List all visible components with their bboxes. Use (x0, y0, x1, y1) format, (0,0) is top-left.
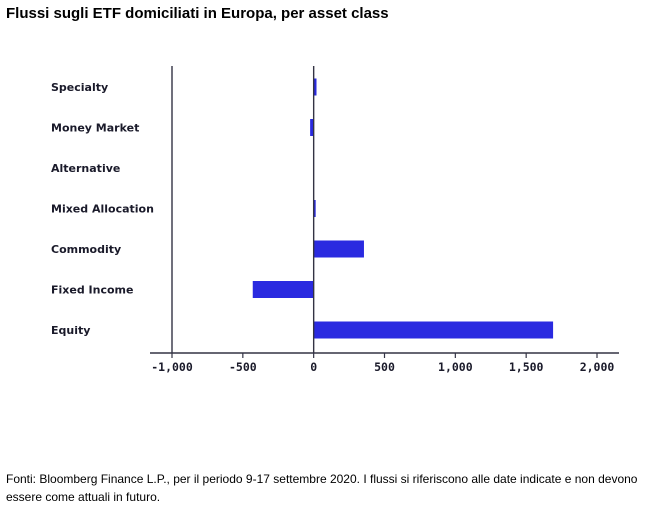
x-tick-label: 500 (374, 360, 395, 374)
source-note: Fonti: Bloomberg Finance L.P., per il pe… (6, 472, 638, 504)
axes-group (150, 66, 619, 358)
x-tick-label: 1,500 (509, 360, 544, 374)
category-label-alternative: Alternative (51, 162, 120, 175)
category-label-equity: Equity (51, 324, 90, 337)
bar-equity (313, 321, 554, 339)
chart-title: Flussi sugli ETF domiciliati in Europa, … (6, 5, 389, 22)
bar-commodity (313, 240, 364, 258)
category-label-specialty: Specialty (51, 81, 108, 94)
bars-group (252, 78, 554, 339)
bar-mixed-allocation (313, 200, 316, 217)
category-label-money-market: Money Market (51, 122, 139, 135)
x-tick-label: 0 (310, 360, 317, 374)
x-tick-label: 1,000 (438, 360, 473, 374)
category-label-commodity: Commodity (51, 243, 121, 256)
category-label-fixed-income: Fixed Income (51, 284, 133, 297)
bar-fixed-income (252, 281, 314, 298)
category-labels: Specialty Money Market Alternative Mixed Al… (51, 81, 154, 337)
x-tick-labels: -1,000 -500 0 500 1,000 1,500 2,000 (151, 360, 614, 374)
bar-chart: -1,000 -500 0 500 1,000 1,500 2,000 Specialty M… (51, 66, 619, 374)
x-tick-label: -500 (229, 360, 257, 374)
bar-money-market (310, 119, 314, 136)
category-label-mixed-allocation: Mixed Allocation (51, 203, 154, 216)
x-tick-label: 2,000 (580, 360, 615, 374)
x-tick-label: -1,000 (151, 360, 193, 374)
bar-specialty (313, 78, 317, 96)
